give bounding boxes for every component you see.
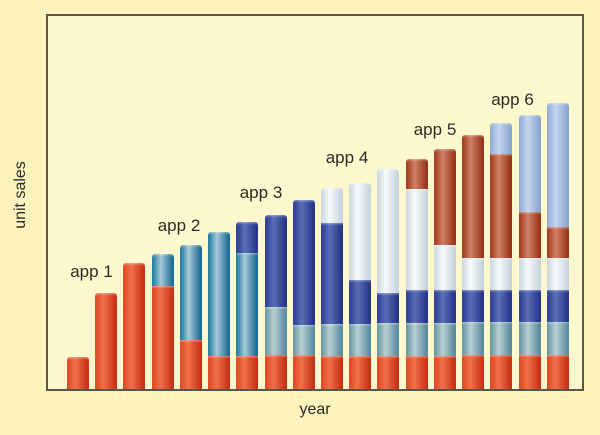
segment-app-2 [490, 322, 513, 355]
x-axis-label: year [299, 401, 331, 418]
segment-app-1 [95, 293, 118, 389]
annotation-app-2: app 2 [157, 216, 201, 235]
segment-app-5 [490, 154, 513, 258]
segment-app-2 [518, 322, 541, 355]
segment-app-1 [490, 355, 513, 389]
segment-app-4 [377, 169, 400, 293]
segment-app-1 [546, 355, 569, 389]
segment-app-1 [433, 356, 456, 389]
annotation-app-5: app 5 [413, 120, 457, 139]
segment-app-4 [462, 258, 485, 290]
bar-year-15 [462, 135, 485, 389]
segment-app-3 [433, 290, 456, 323]
segment-app-2 [151, 254, 174, 286]
bar-year-6 [208, 232, 231, 389]
bar-year-5 [179, 245, 202, 389]
segment-app-4 [433, 245, 456, 290]
annotation-app-3: app 3 [239, 183, 283, 202]
segment-app-1 [518, 355, 541, 389]
annotation-app-6: app 6 [491, 90, 534, 109]
segment-app-5 [462, 135, 485, 258]
segment-app-3 [264, 215, 287, 307]
segment-app-1 [236, 356, 259, 389]
segment-app-6 [490, 123, 513, 154]
segment-app-4 [320, 188, 343, 223]
segment-app-3 [490, 290, 513, 322]
plot-area: app 1 app 2 app 3 app 4 app 5 app 6 [46, 14, 584, 391]
segment-app-1 [123, 263, 146, 389]
bar-year-2 [95, 293, 118, 389]
segment-app-2 [320, 324, 343, 356]
bar-year-1 [67, 357, 89, 389]
segment-app-3 [320, 223, 343, 324]
segment-app-3 [405, 290, 428, 323]
segment-app-4 [546, 258, 569, 290]
y-axis-label: unit sales [12, 161, 29, 229]
bar-year-4 [151, 254, 174, 389]
segment-app-4 [349, 183, 372, 280]
segment-app-1 [292, 355, 315, 389]
segment-app-5 [405, 159, 428, 189]
segment-app-2 [179, 245, 202, 340]
segment-app-1 [264, 355, 287, 389]
segment-app-2 [377, 323, 400, 356]
segment-app-5 [546, 227, 569, 258]
segment-app-3 [377, 293, 400, 323]
segment-app-1 [405, 356, 428, 389]
segment-app-3 [236, 222, 259, 253]
segment-app-1 [320, 356, 343, 389]
segment-app-3 [349, 280, 372, 324]
annotation-app-4: app 4 [325, 148, 369, 167]
segment-app-5 [433, 149, 456, 245]
segment-app-2 [433, 323, 456, 356]
segment-app-1 [377, 356, 400, 389]
bar-year-13 [405, 159, 428, 389]
segment-app-1 [208, 356, 231, 389]
bar-year-12 [377, 169, 400, 389]
bar-year-16 [490, 123, 513, 389]
bars-container [48, 16, 582, 389]
segment-app-1 [179, 340, 202, 389]
segment-app-1 [151, 286, 174, 389]
segment-app-2 [236, 253, 259, 356]
segment-app-1 [67, 357, 89, 389]
bar-year-7 [236, 222, 259, 389]
segment-app-3 [518, 290, 541, 322]
bar-year-3 [123, 263, 146, 389]
bar-year-10 [320, 188, 343, 389]
segment-app-4 [518, 258, 541, 290]
segment-app-1 [462, 355, 485, 389]
bar-year-17 [518, 115, 541, 389]
segment-app-2 [264, 307, 287, 355]
bar-year-14 [433, 149, 456, 389]
annotation-app-1: app 1 [70, 262, 113, 281]
segment-app-3 [546, 290, 569, 322]
segment-app-3 [462, 290, 485, 322]
segment-app-4 [490, 258, 513, 290]
segment-app-2 [405, 323, 428, 356]
segment-app-2 [546, 322, 569, 355]
segment-app-2 [208, 232, 231, 356]
segment-app-6 [546, 103, 569, 227]
bar-year-9 [292, 200, 315, 389]
segment-app-5 [518, 212, 541, 258]
bar-year-11 [349, 183, 372, 389]
segment-app-4 [405, 189, 428, 290]
segment-app-1 [349, 356, 372, 389]
segment-app-6 [518, 115, 541, 212]
bar-year-18 [546, 103, 569, 389]
segment-app-2 [349, 324, 372, 356]
bar-year-8 [264, 215, 287, 389]
segment-app-2 [462, 322, 485, 355]
segment-app-2 [292, 325, 315, 355]
segment-app-3 [292, 200, 315, 325]
